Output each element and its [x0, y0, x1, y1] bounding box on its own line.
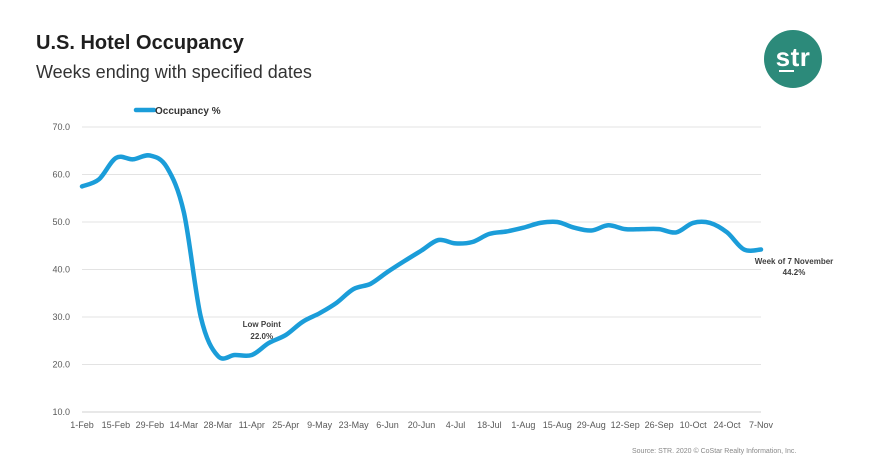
- data-point: [573, 226, 576, 229]
- data-point: [658, 228, 661, 231]
- x-tick-label: 12-Sep: [611, 420, 640, 430]
- y-tick-label: 50.0: [52, 217, 70, 227]
- data-point: [301, 320, 304, 323]
- x-tick-label: 28-Mar: [204, 420, 233, 430]
- chart-title: U.S. Hotel Occupancy: [36, 32, 244, 54]
- x-tick-label: 18-Jul: [477, 420, 502, 430]
- logo-underline: [779, 70, 794, 72]
- data-point: [420, 249, 423, 252]
- y-tick-label: 30.0: [52, 312, 70, 322]
- x-tick-label: 4-Jul: [446, 420, 466, 430]
- legend-label: Occupancy %: [155, 106, 221, 117]
- data-point: [97, 178, 100, 181]
- y-tick-label: 20.0: [52, 360, 70, 370]
- data-point: [352, 287, 355, 290]
- x-tick-label: 11-Apr: [239, 420, 265, 430]
- x-tick-label: 9-May: [307, 420, 333, 430]
- annotation-latest-value: 44.2%: [783, 268, 806, 277]
- x-tick-label: 15-Feb: [102, 420, 131, 430]
- x-tick-label: 24-Oct: [714, 420, 742, 430]
- data-point: [726, 231, 729, 234]
- data-point: [250, 354, 253, 357]
- data-point: [318, 312, 321, 315]
- source-note: Source: STR. 2020 © CoStar Realty Inform…: [632, 448, 797, 455]
- chart-subtitle: Weeks ending with specified dates: [36, 62, 312, 82]
- y-tick-label: 70.0: [52, 122, 70, 132]
- x-tick-label: 29-Feb: [136, 420, 165, 430]
- data-point: [675, 231, 678, 234]
- str-logo: str: [764, 30, 822, 88]
- x-tick-label: 29-Aug: [577, 420, 606, 430]
- data-point: [607, 224, 610, 227]
- data-point: [522, 226, 525, 229]
- data-point: [114, 156, 117, 159]
- data-point: [131, 158, 134, 161]
- data-point: [590, 229, 593, 232]
- data-point: [437, 239, 440, 242]
- x-tick-label: 6-Jun: [376, 420, 399, 430]
- data-point: [386, 270, 389, 273]
- data-point: [216, 354, 219, 357]
- data-point: [641, 228, 644, 231]
- y-tick-label: 40.0: [52, 265, 70, 275]
- data-point: [199, 316, 202, 319]
- data-point: [709, 221, 712, 224]
- data-point: [556, 221, 559, 224]
- x-tick-label: 23-May: [339, 420, 370, 430]
- data-point: [233, 354, 236, 357]
- data-point: [165, 166, 168, 169]
- y-tick-label: 60.0: [52, 170, 70, 180]
- data-point: [182, 211, 185, 214]
- data-point: [760, 248, 763, 251]
- data-point: [148, 154, 151, 157]
- data-point: [488, 232, 491, 235]
- annotation-low-point-label: Low Point: [243, 320, 282, 329]
- data-point: [335, 301, 338, 304]
- data-point: [81, 185, 84, 188]
- x-tick-label: 1-Aug: [511, 420, 535, 430]
- x-tick-label: 14-Mar: [170, 420, 199, 430]
- annotation-latest-label: Week of 7 November: [755, 257, 834, 266]
- x-tick-label: 25-Apr: [272, 420, 299, 430]
- x-tick-label: 10-Oct: [680, 420, 708, 430]
- data-point: [624, 228, 627, 231]
- data-point: [539, 221, 542, 224]
- data-point: [692, 221, 695, 224]
- x-tick-label: 1-Feb: [70, 420, 94, 430]
- data-point: [369, 282, 372, 285]
- data-point: [471, 240, 474, 243]
- data-point: [454, 242, 457, 245]
- x-tick-label: 26-Sep: [645, 420, 674, 430]
- x-tick-label: 20-Jun: [408, 420, 436, 430]
- logo-text: str: [775, 41, 811, 72]
- series-line-occupancy: [79, 153, 764, 361]
- x-tick-label: 7-Nov: [749, 420, 774, 430]
- data-point: [284, 334, 287, 337]
- annotation-low-point-value: 22.0%: [250, 332, 273, 341]
- x-tick-label: 15-Aug: [543, 420, 572, 430]
- y-tick-label: 10.0: [52, 407, 70, 417]
- data-point: [267, 342, 270, 345]
- data-point: [743, 248, 746, 251]
- data-point: [403, 259, 406, 262]
- data-point: [505, 230, 508, 233]
